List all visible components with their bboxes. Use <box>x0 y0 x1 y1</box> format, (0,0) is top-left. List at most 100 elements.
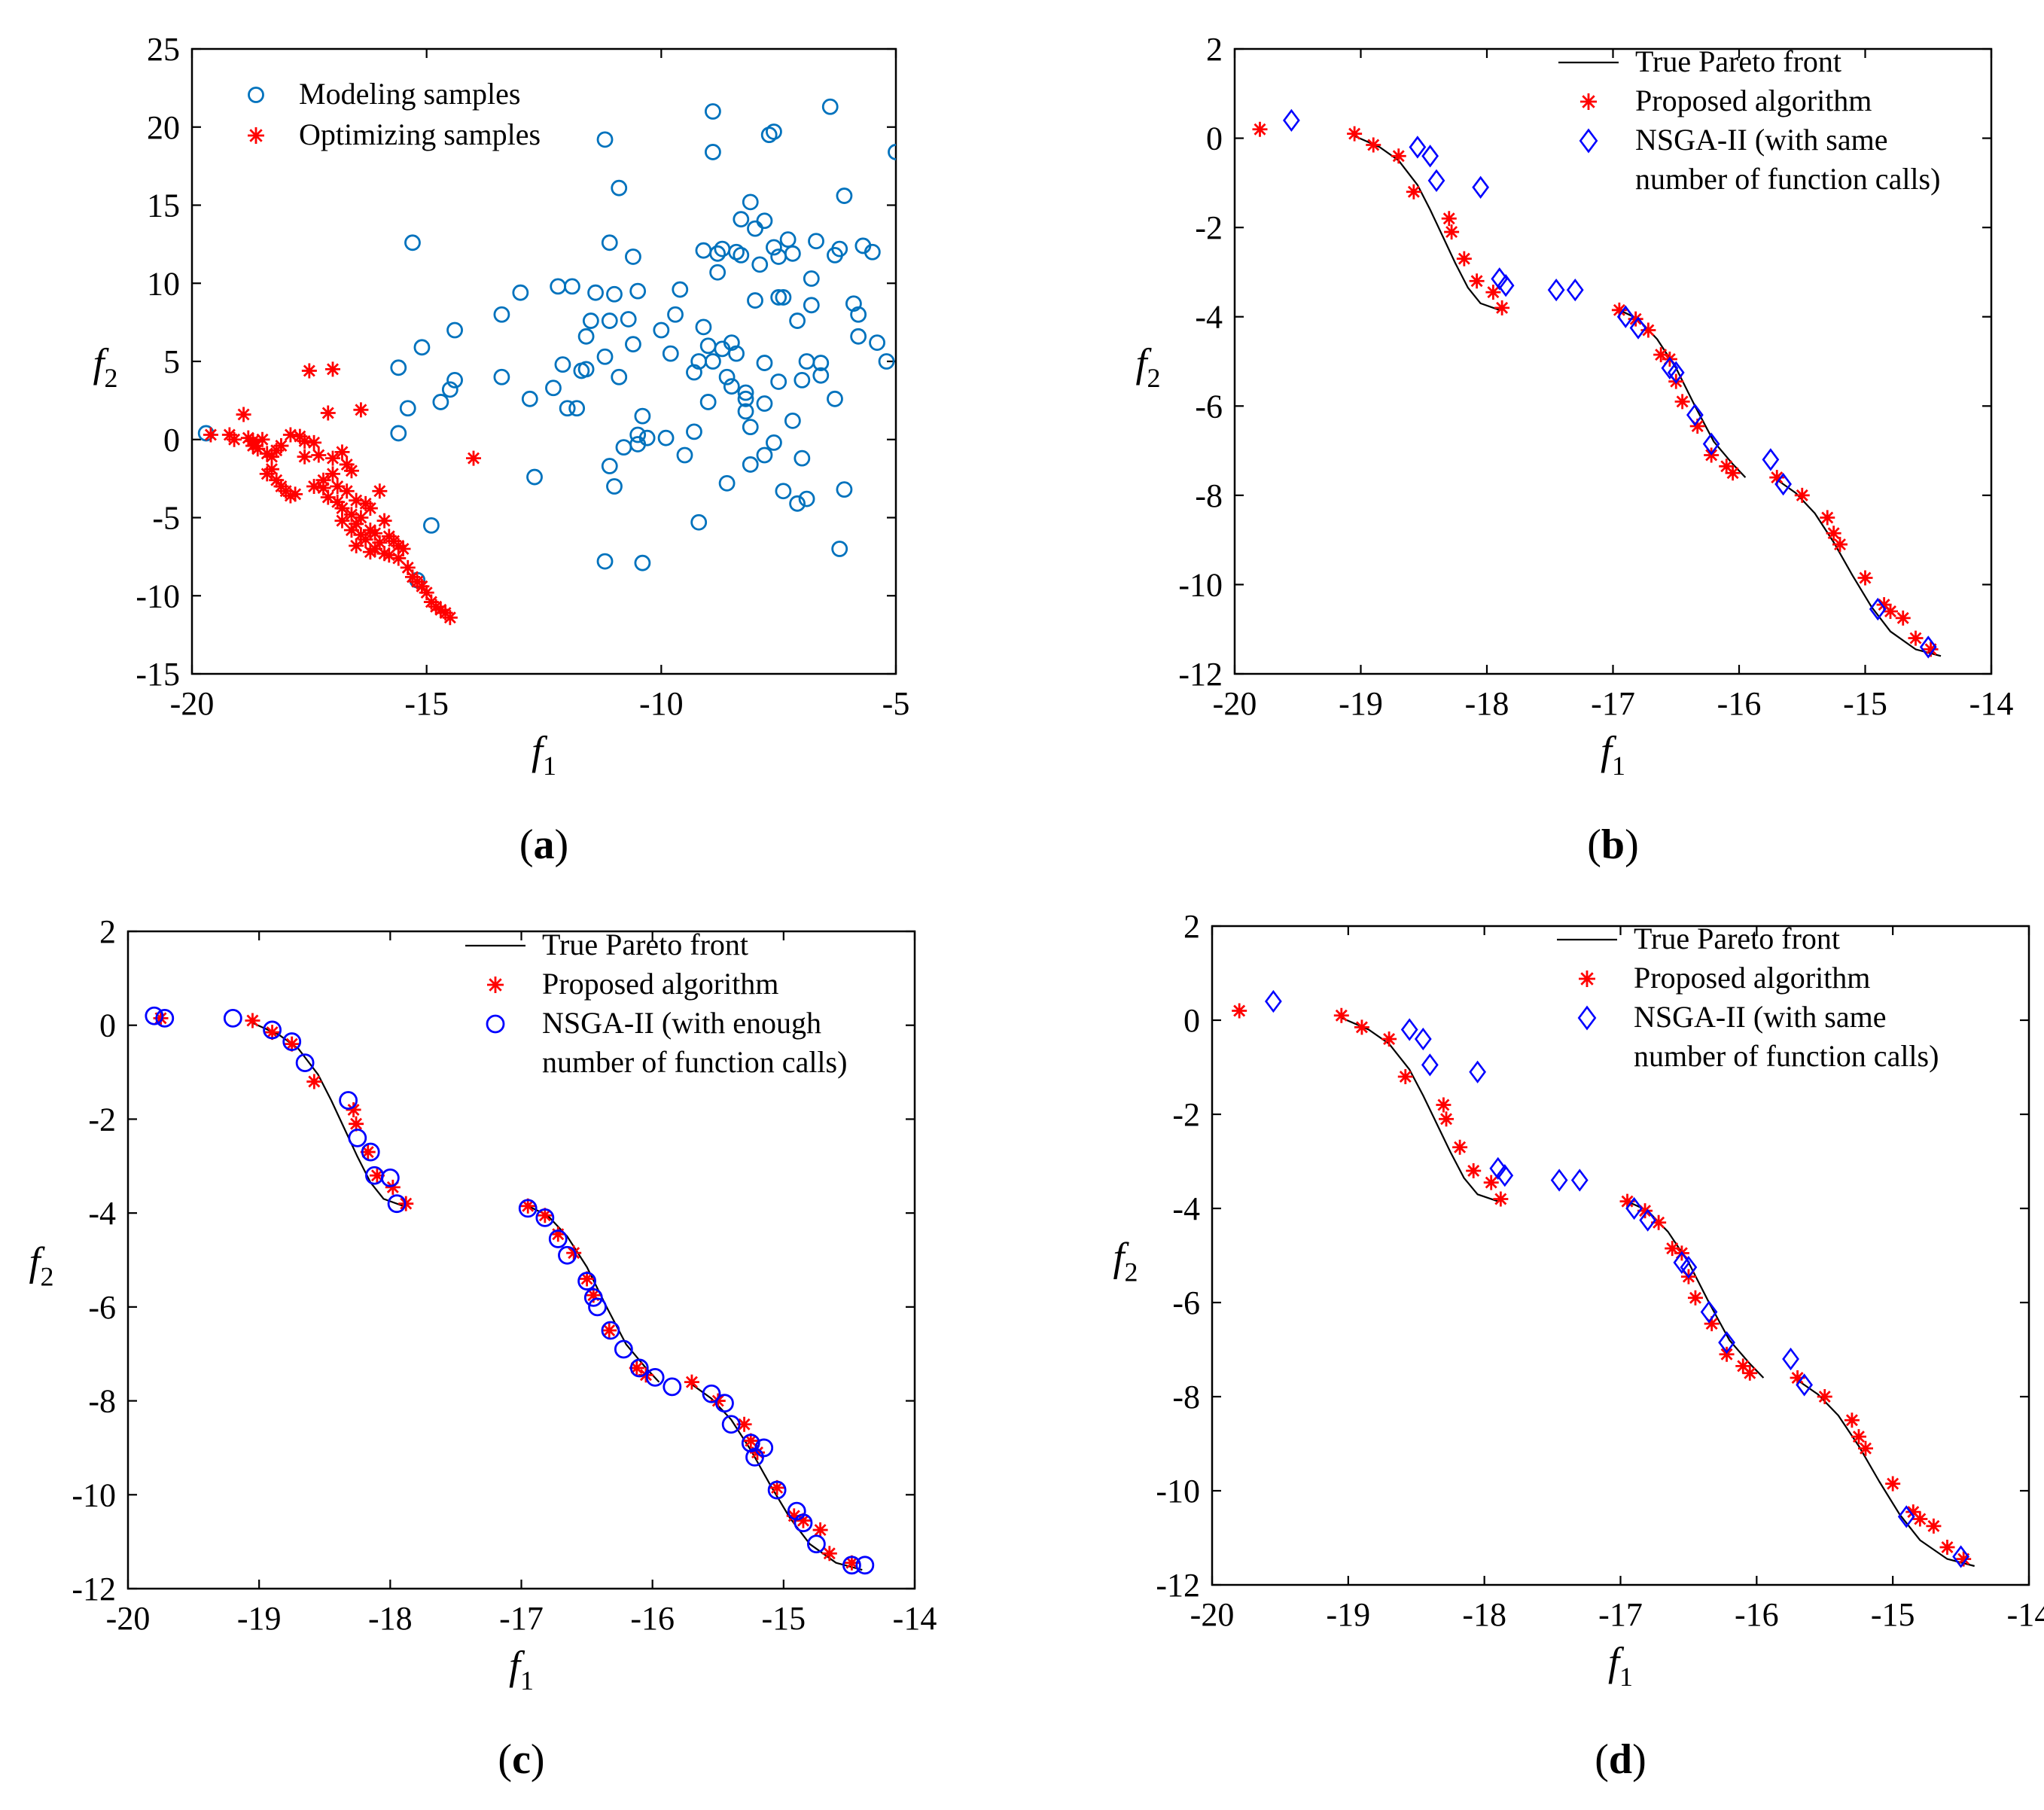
data-point <box>836 481 853 498</box>
data-point <box>676 446 693 464</box>
pareto-front-line <box>1354 135 1500 311</box>
x-tick-label: -10 <box>639 685 684 722</box>
data-point <box>343 463 359 479</box>
data-point <box>223 1008 242 1028</box>
data-point <box>583 1287 603 1307</box>
data-point <box>1483 1175 1499 1190</box>
data-point <box>311 447 327 463</box>
data-point <box>362 501 378 516</box>
data-point <box>1817 1389 1832 1404</box>
data-point <box>629 282 647 300</box>
y-tick-label: -8 <box>1195 477 1223 514</box>
x-tick-label: -18 <box>368 1600 413 1637</box>
data-point <box>836 187 853 204</box>
data-point <box>441 381 458 398</box>
data-point <box>1397 1069 1413 1084</box>
data-point <box>1704 1316 1720 1332</box>
data-point <box>737 403 754 420</box>
data-point <box>263 449 279 465</box>
data-point <box>1869 597 1887 621</box>
data-point <box>339 1091 358 1110</box>
data-point <box>1844 1412 1860 1428</box>
data-point <box>1472 175 1490 199</box>
data-point <box>250 441 266 457</box>
data-point <box>803 297 820 314</box>
data-point <box>566 1245 582 1261</box>
data-point <box>702 1384 721 1403</box>
data-point <box>808 233 824 250</box>
data-point <box>349 538 364 553</box>
data-point <box>1952 1545 1969 1568</box>
data-point <box>1912 1511 1928 1527</box>
data-point <box>353 527 369 543</box>
legend-entry-label: Optimizing samples <box>299 117 541 151</box>
series-line <box>1341 1016 1975 1568</box>
legend-entry-label: Proposed algorithm <box>1635 84 1872 117</box>
legend-marker-swatch <box>248 87 264 103</box>
data-point <box>387 1194 407 1214</box>
data-point <box>1857 570 1873 586</box>
data-point <box>564 278 580 295</box>
x-tick-label: -20 <box>170 685 215 722</box>
y-tick-label: -4 <box>1172 1190 1200 1227</box>
data-point <box>360 1144 376 1160</box>
y-tick-label: -10 <box>1156 1473 1200 1510</box>
data-point <box>695 318 712 336</box>
x-tick-label: -15 <box>1871 1596 1915 1633</box>
data-point <box>550 1226 566 1242</box>
data-point <box>1858 1440 1873 1456</box>
data-point <box>339 456 355 472</box>
pareto-front-line <box>1341 1016 1499 1202</box>
data-point <box>831 541 848 557</box>
data-point <box>376 513 392 529</box>
data-point <box>339 483 355 499</box>
data-point <box>786 1508 802 1524</box>
series-asterisk <box>203 361 481 626</box>
panel-d: -20 -19 -18 -17 -16 -15 -14-12-10-8-6-4-202f1f… <box>1113 908 2044 1783</box>
data-point <box>775 483 792 500</box>
data-point <box>1491 267 1509 291</box>
pareto-front-line <box>1627 1200 1765 1379</box>
y-tick-label: -8 <box>1172 1379 1200 1415</box>
data-point <box>770 373 787 390</box>
data-point <box>831 240 848 257</box>
data-point <box>385 1179 401 1195</box>
data-point <box>348 1128 367 1147</box>
y-tick-label: -6 <box>1195 388 1223 425</box>
data-point <box>690 513 708 531</box>
data-point <box>1494 300 1510 315</box>
data-point <box>588 1297 607 1317</box>
x-axis-label: f1 <box>509 1643 534 1696</box>
data-point <box>596 131 614 148</box>
data-point <box>423 516 440 534</box>
data-point <box>577 328 595 345</box>
data-point <box>606 478 623 495</box>
data-point <box>1637 1203 1653 1219</box>
legend-entry-label: Proposed algorithm <box>1634 961 1870 995</box>
data-point <box>821 1546 837 1562</box>
data-point <box>723 334 740 352</box>
data-point <box>721 1415 741 1434</box>
data-point <box>728 243 745 261</box>
x-tick-label: -16 <box>1717 685 1762 722</box>
data-point <box>413 339 431 356</box>
data-point <box>690 353 708 370</box>
data-point <box>466 450 481 466</box>
data-point <box>1619 1193 1635 1209</box>
y-tick-label: -4 <box>88 1195 116 1232</box>
pareto-front-line <box>691 1383 863 1571</box>
legend-entry-label: NSGA-II (with enough <box>542 1006 821 1040</box>
data-point <box>391 538 407 553</box>
data-point <box>723 378 740 395</box>
pareto-front-line <box>1796 1379 1975 1568</box>
legend-marker-swatch <box>1580 93 1597 110</box>
data-point <box>606 285 623 303</box>
data-point <box>1452 1139 1468 1155</box>
data-point <box>1876 597 1892 613</box>
x-tick-label: -18 <box>1462 1596 1506 1633</box>
data-point <box>1497 274 1515 297</box>
data-point <box>596 553 614 570</box>
data-point <box>769 1479 785 1495</box>
data-point <box>579 1271 595 1287</box>
data-point <box>629 1358 649 1378</box>
